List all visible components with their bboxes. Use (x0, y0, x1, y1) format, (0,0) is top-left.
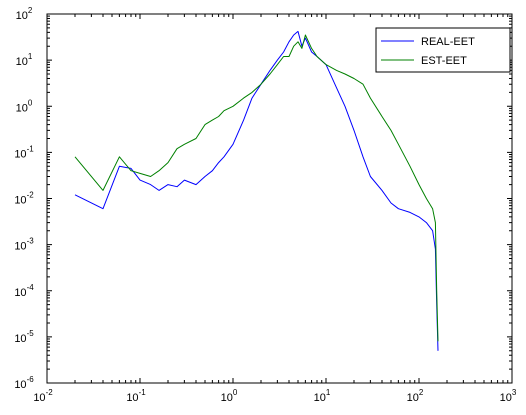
y-tick-base: 10 (14, 195, 26, 207)
series-line-est-eet (74, 34, 439, 342)
y-tick-exponent: 1 (28, 52, 33, 61)
y-tick-base: 10 (16, 56, 28, 68)
legend-label-est-eet: EST-EET (421, 55, 467, 67)
x-tick-base: 10 (33, 392, 45, 404)
x-tick-base: 10 (314, 392, 326, 404)
x-tick-base: 10 (221, 392, 233, 404)
y-tick-exponent: 2 (28, 6, 33, 15)
x-tick-label: 100 (221, 388, 238, 404)
x-tick-label: 10-2 (33, 388, 53, 404)
y-tick-label: 10-6 (14, 375, 34, 391)
y-tick-label: 100 (16, 98, 33, 114)
y-tick-label: 101 (16, 52, 33, 68)
x-tick-base: 10 (500, 392, 512, 404)
y-tick-label: 10-2 (14, 191, 34, 207)
x-tick-label: 103 (500, 388, 517, 404)
y-tick-base: 10 (16, 10, 28, 22)
x-tick-exponent: -1 (139, 388, 147, 397)
y-tick-exponent: -3 (27, 237, 35, 246)
y-tick-exponent: 0 (28, 98, 33, 107)
x-tick-label: 102 (407, 388, 424, 404)
y-tick-exponent: -6 (27, 375, 35, 384)
y-tick-base: 10 (14, 379, 26, 391)
x-tick-exponent: -2 (46, 388, 54, 397)
x-tick-label: 101 (314, 388, 331, 404)
x-tick-labels: 10-2 10-1 100 101 102 103 (33, 388, 517, 404)
x-tick-exponent: 3 (512, 388, 517, 397)
legend: REAL-EET EST-EET (375, 27, 511, 73)
y-tick-exponent: -1 (27, 144, 35, 153)
y-tick-label: 10-5 (14, 329, 34, 345)
series-line-real-eet (74, 30, 439, 351)
y-tick-exponent: -4 (27, 283, 35, 292)
y-tick-base: 10 (14, 287, 26, 299)
axis-ticks (46, 13, 513, 384)
y-tick-label: 10-4 (14, 283, 34, 299)
y-tick-base: 10 (16, 102, 28, 114)
y-tick-label: 10-3 (14, 237, 34, 253)
y-tick-base: 10 (14, 241, 26, 253)
x-tick-exponent: 1 (326, 388, 331, 397)
y-tick-base: 10 (14, 333, 26, 345)
y-tick-label: 102 (16, 6, 33, 22)
y-tick-base: 10 (14, 148, 26, 160)
legend-label-real-eet: REAL-EET (421, 36, 475, 48)
x-tick-exponent: 0 (233, 388, 238, 397)
series-lines (74, 30, 439, 351)
plot-frame (46, 13, 513, 384)
y-tick-exponent: -2 (27, 191, 35, 200)
x-tick-base: 10 (126, 392, 138, 404)
y-tick-label: 10-1 (14, 144, 34, 160)
x-tick-exponent: 2 (419, 388, 424, 397)
x-tick-base: 10 (407, 392, 419, 404)
y-tick-exponent: -5 (27, 329, 35, 338)
legend-box (375, 27, 511, 73)
x-tick-label: 10-1 (126, 388, 146, 404)
